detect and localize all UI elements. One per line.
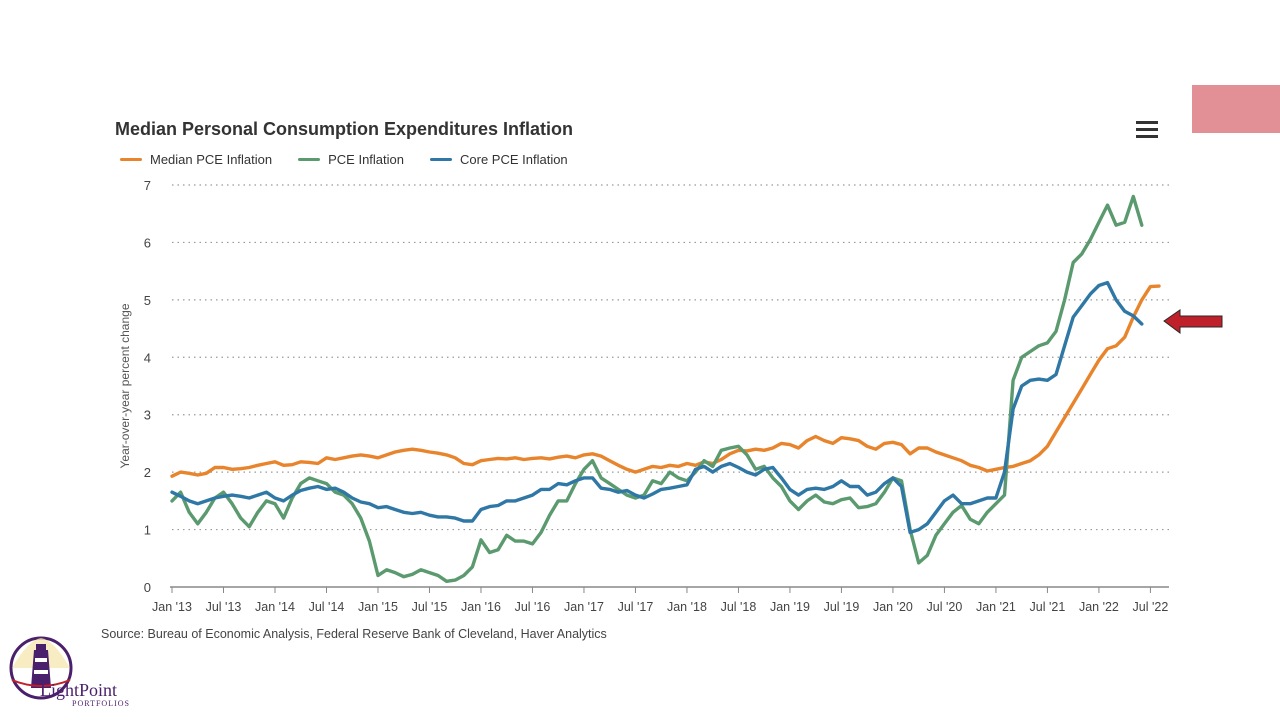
x-tick-label: Jul '17 (618, 600, 654, 614)
series-line-2 (170, 280, 1144, 535)
x-tick-label: Jul '19 (824, 600, 860, 614)
x-tick-label: Jul '20 (927, 600, 963, 614)
y-tick-label: 4 (144, 350, 151, 365)
x-tick-label: Jul '22 (1133, 600, 1169, 614)
y-tick-label: 1 (144, 523, 151, 538)
x-tick-label: Jul '14 (309, 600, 345, 614)
x-tick-label: Jan '22 (1079, 600, 1119, 614)
series-line-1 (170, 194, 1144, 583)
x-tick-label: Jan '18 (667, 600, 707, 614)
legend-label: Core PCE Inflation (460, 151, 568, 167)
logo-subtitle: PORTFOLIOS (72, 699, 130, 708)
source-note: Source: Bureau of Economic Analysis, Fed… (101, 627, 607, 641)
x-tick-label: Jan '21 (976, 600, 1016, 614)
highlight-box (1192, 85, 1280, 133)
hamburger-icon (1136, 135, 1158, 138)
red-arrow-icon (1163, 309, 1223, 334)
legend-item-core-pce[interactable]: Core PCE Inflation (430, 150, 568, 168)
x-tick-label: Jan '15 (358, 600, 398, 614)
y-tick-label: 0 (144, 580, 151, 595)
y-axis-label: Year-over-year percent change (118, 303, 132, 468)
chart-legend: Median PCE Inflation PCE Inflation Core … (120, 150, 568, 168)
chart-menu-button[interactable] (1134, 119, 1160, 139)
y-tick-label: 5 (144, 293, 151, 308)
legend-label: Median PCE Inflation (150, 151, 273, 167)
lighthouse-logo-icon (9, 636, 73, 700)
chart-title: Median Personal Consumption Expenditures… (115, 119, 574, 139)
y-tick-label: 3 (144, 408, 151, 423)
logo-wordmark: LightPoint (40, 680, 118, 700)
x-tick-label: Jan '14 (255, 600, 295, 614)
x-tick-label: Jul '13 (206, 600, 242, 614)
series-line-0 (170, 284, 1161, 478)
x-tick-label: Jul '15 (412, 600, 448, 614)
legend-swatch (430, 157, 452, 161)
y-tick-label: 7 (144, 178, 151, 193)
hamburger-icon (1136, 128, 1158, 131)
hamburger-icon (1136, 121, 1158, 124)
legend-item-pce[interactable]: PCE Inflation (298, 150, 404, 168)
legend-label: PCE Inflation (328, 151, 404, 167)
y-tick-label: 6 (144, 235, 151, 250)
x-tick-label: Jan '20 (873, 600, 913, 614)
legend-item-median-pce[interactable]: Median PCE Inflation (120, 150, 272, 168)
x-tick-label: Jul '18 (721, 600, 757, 614)
x-tick-label: Jul '16 (515, 600, 551, 614)
legend-swatch (298, 157, 321, 161)
x-tick-label: Jan '17 (564, 600, 604, 614)
legend-swatch (120, 157, 142, 161)
x-tick-label: Jan '19 (770, 600, 810, 614)
y-tick-label: 2 (144, 465, 151, 480)
x-tick-label: Jan '13 (152, 600, 192, 614)
x-tick-label: Jul '21 (1030, 600, 1066, 614)
x-tick-label: Jan '16 (461, 600, 501, 614)
